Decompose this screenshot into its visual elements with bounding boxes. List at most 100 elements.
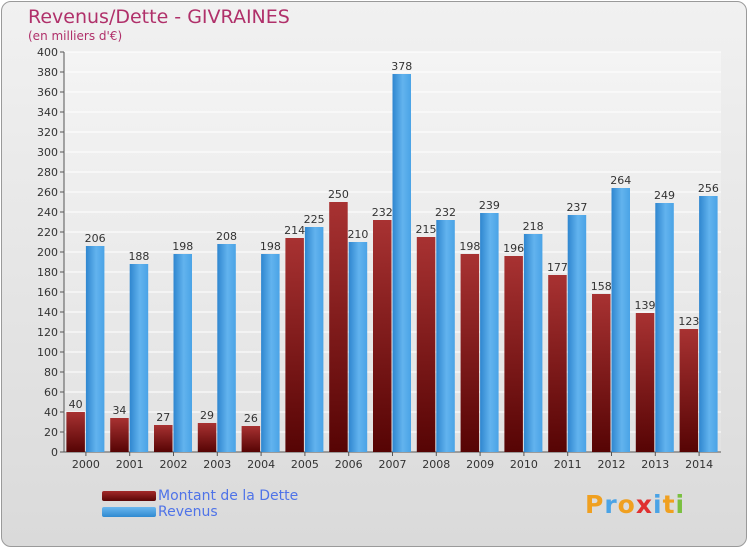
y-tick-label: 360 xyxy=(37,86,58,99)
legend-swatch-dette xyxy=(102,491,156,501)
y-tick-label: 240 xyxy=(37,206,58,219)
x-tick-label: 2001 xyxy=(116,458,144,471)
bar-dette xyxy=(285,238,304,452)
x-tick-label: 2002 xyxy=(160,458,188,471)
data-label-revenus: 198 xyxy=(172,240,193,253)
legend-label-dette: Montant de la Dette xyxy=(158,488,299,504)
y-tick-label: 80 xyxy=(44,366,58,379)
data-label-dette: 198 xyxy=(459,240,480,253)
bar-dette xyxy=(110,418,129,452)
y-tick-label: 280 xyxy=(37,166,58,179)
bar-dette xyxy=(416,237,436,452)
x-tick-label: 2011 xyxy=(554,458,582,471)
y-tick-label: 180 xyxy=(37,266,58,279)
bar-dette xyxy=(592,294,611,452)
y-tick-label: 100 xyxy=(37,346,58,359)
y-tick-label: 400 xyxy=(37,46,58,59)
bar-revenus xyxy=(480,213,499,452)
y-tick-label: 20 xyxy=(44,426,58,439)
x-tick-label: 2009 xyxy=(466,458,494,471)
data-label-revenus: 208 xyxy=(216,230,237,243)
bar-revenus xyxy=(523,234,543,452)
x-tick-label: 2005 xyxy=(291,458,319,471)
chart-title: Revenus/Dette - GIVRAINES xyxy=(28,6,290,28)
y-tick-label: 120 xyxy=(37,326,58,339)
bar-revenus xyxy=(85,246,105,452)
x-tick-label: 2012 xyxy=(598,458,626,471)
bar-revenus xyxy=(567,215,587,452)
data-label-revenus: 239 xyxy=(479,199,500,212)
logo-letter: o xyxy=(617,490,636,519)
chart-legend: Montant de la Dette Revenus xyxy=(102,488,298,520)
x-tick-label: 2000 xyxy=(72,458,100,471)
y-tick-label: 340 xyxy=(37,106,58,119)
y-tick-label: 160 xyxy=(37,286,58,299)
data-label-revenus: 249 xyxy=(654,189,675,202)
bar-revenus xyxy=(261,254,280,452)
logo-letter: i xyxy=(675,490,686,519)
data-label-dette: 26 xyxy=(244,412,258,425)
data-label-dette: 34 xyxy=(112,404,126,417)
logo-letter: i xyxy=(653,490,663,519)
y-tick-label: 0 xyxy=(51,446,58,459)
bar-dette xyxy=(241,426,261,452)
y-tick-label: 300 xyxy=(37,146,58,159)
data-label-revenus: 188 xyxy=(128,250,149,263)
data-label-revenus: 218 xyxy=(523,220,544,233)
bar-revenus xyxy=(129,264,149,452)
bar-dette xyxy=(373,220,392,452)
legend-swatch-revenus xyxy=(102,507,156,517)
bar-revenus xyxy=(611,188,630,452)
data-label-revenus: 256 xyxy=(698,182,719,195)
data-label-revenus: 232 xyxy=(435,206,456,219)
legend-item-dette: Montant de la Dette xyxy=(102,488,298,504)
bar-dette xyxy=(635,313,655,452)
y-tick-label: 260 xyxy=(37,186,58,199)
data-label-dette: 214 xyxy=(284,224,305,237)
y-tick-label: 380 xyxy=(37,66,58,79)
x-tick-label: 2010 xyxy=(510,458,538,471)
data-label-revenus: 264 xyxy=(610,174,631,187)
bar-dette xyxy=(197,423,217,452)
data-label-revenus: 210 xyxy=(347,228,368,241)
proxiti-logo: Proxiti xyxy=(585,490,685,519)
x-tick-label: 2004 xyxy=(247,458,275,471)
data-label-dette: 27 xyxy=(156,411,170,424)
x-tick-label: 2008 xyxy=(422,458,450,471)
y-tick-label: 220 xyxy=(37,226,58,239)
data-label-dette: 40 xyxy=(69,398,83,411)
logo-letter: r xyxy=(604,490,618,519)
legend-item-revenus: Revenus xyxy=(102,504,298,520)
bar-dette xyxy=(548,275,567,452)
x-tick-label: 2014 xyxy=(685,458,713,471)
data-label-dette: 158 xyxy=(591,280,612,293)
y-tick-label: 60 xyxy=(44,386,58,399)
bar-revenus xyxy=(348,242,368,452)
legend-label-revenus: Revenus xyxy=(158,504,218,520)
logo-letter: P xyxy=(585,490,605,519)
data-label-revenus: 206 xyxy=(85,232,106,245)
bar-dette xyxy=(679,329,699,452)
bar-dette xyxy=(504,256,523,452)
y-tick-label: 140 xyxy=(37,306,58,319)
data-label-revenus: 198 xyxy=(260,240,281,253)
x-tick-label: 2003 xyxy=(203,458,231,471)
bar-revenus xyxy=(173,254,192,452)
data-label-dette: 250 xyxy=(328,188,349,201)
x-tick-label: 2013 xyxy=(641,458,669,471)
data-label-dette: 232 xyxy=(372,206,393,219)
bar-dette xyxy=(460,254,480,452)
y-tick-label: 40 xyxy=(44,406,58,419)
data-label-revenus: 237 xyxy=(566,201,587,214)
bar-revenus xyxy=(699,196,718,452)
bar-revenus xyxy=(655,203,674,452)
data-label-revenus: 225 xyxy=(304,213,325,226)
data-label-dette: 139 xyxy=(635,299,656,312)
data-label-dette: 29 xyxy=(200,409,214,422)
y-tick-label: 320 xyxy=(37,126,58,139)
logo-letter: t xyxy=(662,490,676,519)
chart-subtitle: (en milliers d'€) xyxy=(28,29,123,43)
bar-dette xyxy=(66,412,85,452)
